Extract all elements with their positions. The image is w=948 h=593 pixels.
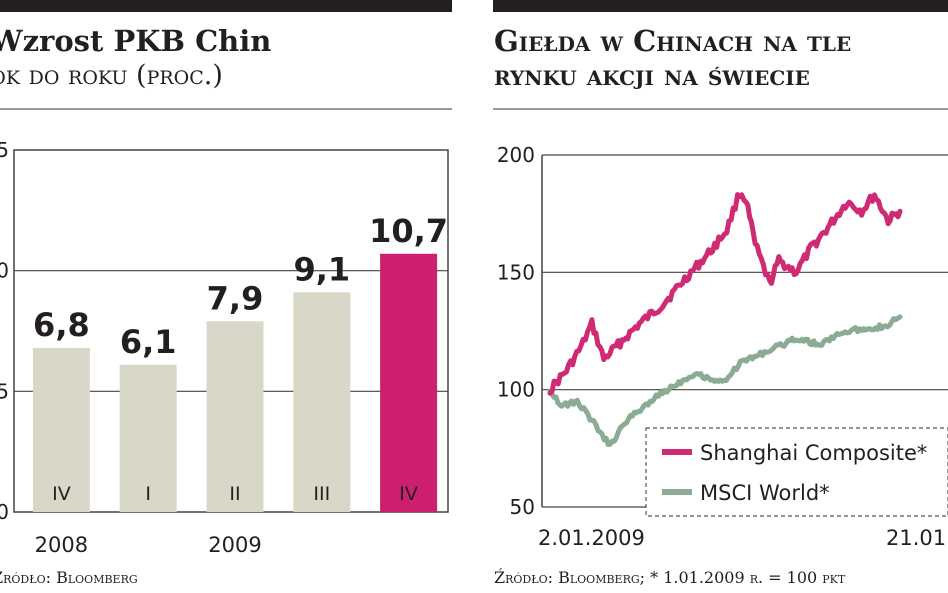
line-x-tick-label: 21.01.2010 (886, 526, 948, 550)
msci-world-line (547, 314, 903, 448)
stock-index-line-chart: 200 150 100 502.01.2009 21.01.2010 Shanghai C… (497, 143, 948, 550)
bar-y-tick-label: 0 (0, 500, 9, 524)
bar-value-label: 7,9 (207, 279, 264, 317)
right-top-bar (493, 0, 948, 12)
left-source-note: Źródło: Bloomberg (0, 568, 138, 587)
line-y-tick-label: 150 (497, 260, 535, 284)
bar-y-tick-label: 15 (0, 138, 9, 162)
bar-y-tick-label: 10 (0, 259, 9, 283)
shanghai-composite-line (547, 192, 903, 396)
right-chart-title-line1: Giełda w Chinach na tle (494, 24, 852, 58)
bar-y-tick-label: 5 (0, 379, 9, 403)
bar-value-label: 9,1 (293, 250, 350, 288)
bar-category-label: III (313, 483, 330, 505)
bar-category-label: IV (399, 483, 418, 505)
bar-value-label: 6,1 (120, 323, 177, 361)
line-x-tick-label: 2.01.2009 (538, 526, 645, 550)
legend-box (645, 427, 948, 517)
gdp-bar (380, 253, 438, 513)
bar-value-label: 6,8 (33, 306, 90, 344)
right-chart-title-line2: rynku akcji na świecie (494, 58, 810, 92)
left-chart-title: Wzrost PKB Chin (0, 24, 272, 58)
bar-category-label: II (229, 483, 240, 505)
legend-label: Shanghai Composite* (700, 441, 927, 465)
gdp-bar (206, 321, 264, 512)
gdp-bar (32, 347, 90, 512)
bar-year-label: 2008 (35, 533, 88, 557)
left-chart-subtitle: rok do roku (proc.) (0, 60, 223, 91)
left-title-divider (0, 108, 452, 110)
bar-category-label: I (145, 483, 151, 505)
bar-category-label: IV (52, 483, 71, 505)
bar-year-label: 2009 (208, 533, 261, 557)
left-top-bar (0, 0, 452, 12)
gdp-bar-chart: 15 10 5 0 6,8 IV 6,1 I 7,9 II 9,1 III 10,7 IV 2008 2009 (0, 138, 449, 557)
gdp-bar (119, 364, 177, 512)
right-title-divider (493, 108, 948, 110)
line-y-tick-label: 50 (510, 495, 535, 519)
right-source-note: Źródło: Bloomberg; * 1.01.2009 r. = 100 … (494, 568, 846, 587)
legend-label: MSCI World* (700, 481, 830, 505)
bar-value-label: 10,7 (369, 212, 448, 250)
gdp-bar (293, 292, 351, 512)
line-y-tick-label: 100 (497, 378, 535, 402)
line-y-tick-label: 200 (497, 143, 535, 167)
